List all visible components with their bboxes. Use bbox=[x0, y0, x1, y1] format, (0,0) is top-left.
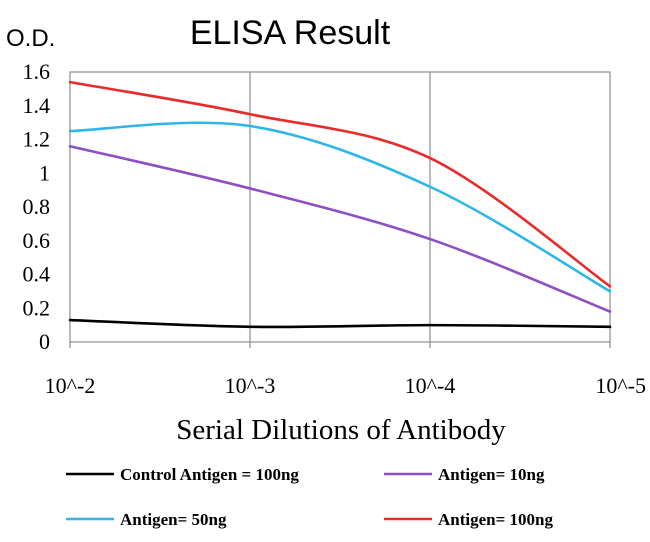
legend: Control Antigen = 100ng Antigen= 10ng Anti… bbox=[66, 465, 554, 529]
plot-frame bbox=[69, 71, 611, 343]
y-tick-label: 0.6 bbox=[23, 228, 51, 253]
y-tick-label: 0.4 bbox=[23, 262, 51, 287]
y-tick-label: 1.6 bbox=[23, 59, 51, 84]
legend-label: Antigen= 10ng bbox=[438, 465, 545, 484]
y-tick-label: 0.8 bbox=[23, 194, 51, 219]
x-tick-label: 10^-4 bbox=[405, 373, 456, 398]
series-line-3 bbox=[68, 80, 612, 288]
y-tick-label: 1.4 bbox=[23, 93, 51, 118]
y-tick-label: 1 bbox=[39, 160, 50, 185]
series-line-2 bbox=[68, 121, 612, 293]
y-tick-labels: 0 0.2 0.4 0.6 0.8 1 1.2 1.4 1.6 bbox=[23, 59, 51, 354]
x-tick-label: 10^-3 bbox=[225, 373, 276, 398]
legend-label: Control Antigen = 100ng bbox=[120, 465, 299, 484]
y-tick-label: 1.2 bbox=[23, 127, 51, 152]
x-tick-labels: 10^-2 10^-3 10^-4 10^-5 bbox=[45, 373, 646, 398]
chart-title: ELISA Result bbox=[190, 14, 391, 52]
plot-grid bbox=[69, 71, 611, 348]
y-tick-label: 0.2 bbox=[23, 295, 51, 320]
y-tick-label: 0 bbox=[39, 329, 50, 354]
y-axis-unit-label: O.D. bbox=[6, 25, 55, 52]
x-axis-label: Serial Dilutions of Antibody bbox=[176, 414, 506, 446]
x-tick-label: 10^-2 bbox=[45, 373, 96, 398]
legend-label: Antigen= 50ng bbox=[120, 510, 227, 529]
series-line-0 bbox=[68, 318, 612, 329]
x-tick-label: 10^-5 bbox=[595, 373, 646, 398]
legend-label: Antigen= 100ng bbox=[438, 510, 554, 529]
series-line-1 bbox=[68, 144, 612, 313]
series-lines bbox=[68, 80, 612, 329]
